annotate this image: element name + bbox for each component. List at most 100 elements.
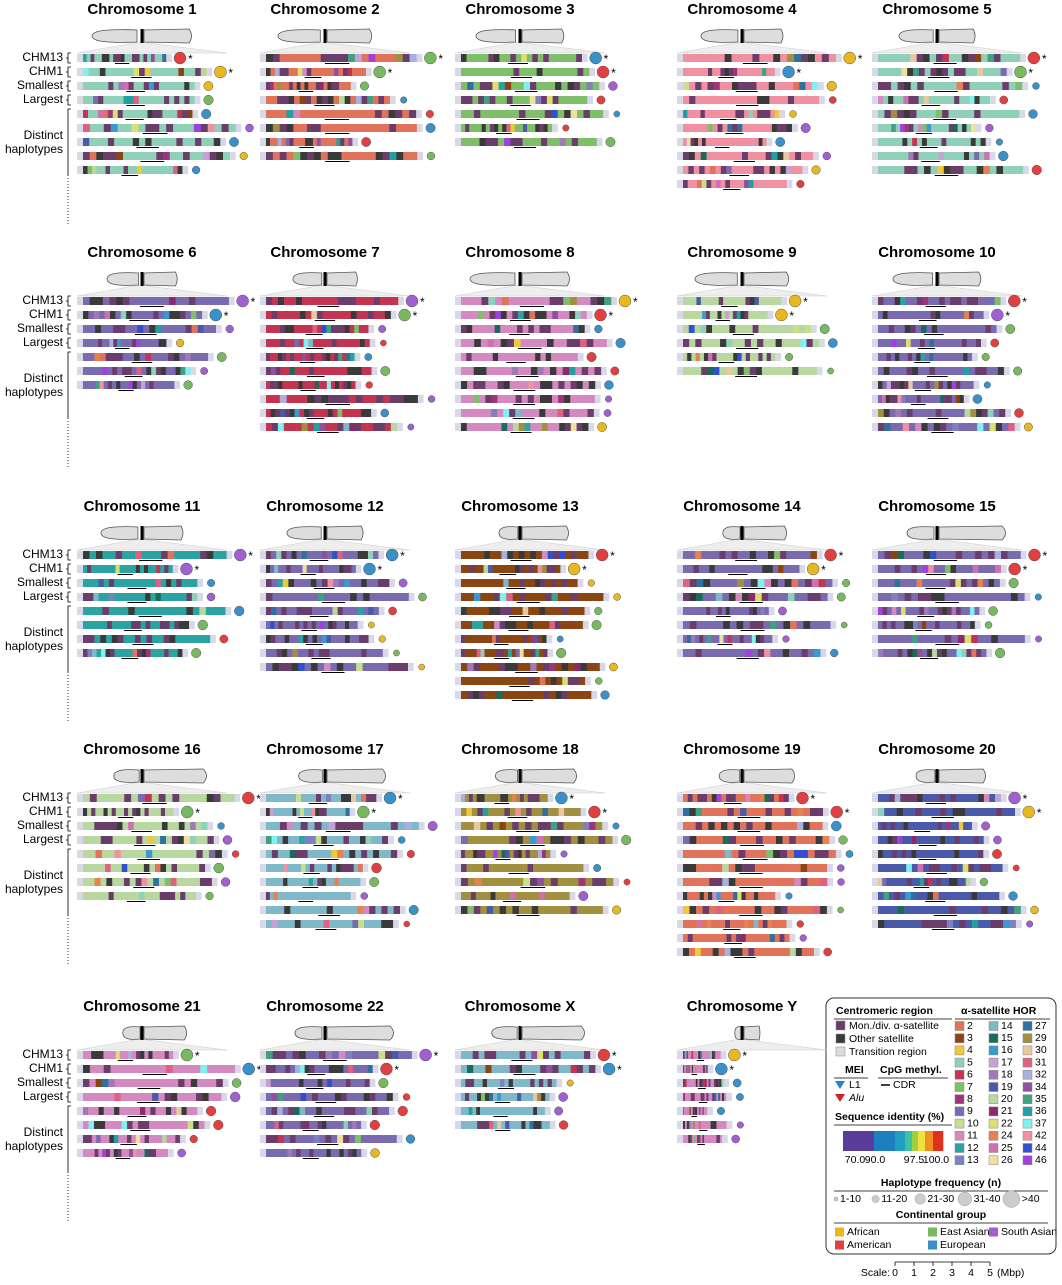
bar-segment bbox=[736, 138, 740, 146]
chromosome-title: Chromosome 17 bbox=[266, 741, 384, 758]
bar-segment bbox=[475, 878, 482, 886]
bar-segment bbox=[883, 152, 888, 160]
bar-segment bbox=[202, 353, 208, 361]
bar-segment bbox=[780, 551, 786, 559]
bar-segment bbox=[938, 593, 945, 601]
bar-segment bbox=[737, 68, 741, 76]
frequency-dot bbox=[1026, 921, 1033, 928]
bar-segment bbox=[347, 381, 351, 389]
haplotype-bar bbox=[260, 821, 437, 831]
frequency-dot bbox=[991, 309, 1003, 321]
bar-segment bbox=[997, 920, 1004, 928]
bar-segment bbox=[479, 138, 485, 146]
bar-segment bbox=[89, 1093, 96, 1101]
bar-segment bbox=[83, 54, 87, 62]
bar-segment bbox=[349, 423, 355, 431]
bar-segment bbox=[702, 794, 707, 802]
bar-segment bbox=[521, 409, 527, 417]
bar-segment bbox=[91, 339, 95, 347]
bar-segment bbox=[911, 579, 917, 587]
bar-segment bbox=[907, 311, 912, 319]
bar-segment bbox=[777, 621, 784, 629]
bar-segment bbox=[355, 850, 361, 858]
bar-segment bbox=[541, 138, 547, 146]
haplotype-bar bbox=[872, 635, 1042, 645]
bar-segment bbox=[774, 864, 781, 872]
bar-segment bbox=[495, 836, 502, 844]
bar-segment bbox=[327, 808, 331, 816]
bar-segment bbox=[571, 381, 577, 389]
bar-segment bbox=[704, 565, 710, 573]
bar-segment bbox=[315, 906, 321, 914]
bar-segment bbox=[884, 864, 890, 872]
bar-segment bbox=[490, 423, 496, 431]
bar-segment bbox=[951, 635, 958, 643]
bar-segment bbox=[132, 54, 136, 62]
bar-segment bbox=[918, 152, 923, 160]
bar-segment bbox=[725, 850, 732, 858]
bar-segment bbox=[294, 311, 300, 319]
bar-segment bbox=[339, 565, 343, 573]
bar-segment bbox=[305, 878, 310, 886]
bar-segment bbox=[502, 691, 508, 699]
bar-segment bbox=[162, 353, 168, 361]
bar-segment bbox=[725, 68, 729, 76]
bar-segment bbox=[799, 325, 805, 333]
frequency-dot bbox=[399, 579, 407, 587]
asterisk: * bbox=[251, 295, 256, 309]
bar-segment bbox=[190, 836, 196, 844]
bar-segment bbox=[303, 649, 309, 657]
bar-segment bbox=[114, 850, 121, 858]
bar-segment bbox=[750, 367, 756, 375]
bar-segment bbox=[189, 96, 194, 104]
bar-segment bbox=[287, 621, 291, 629]
bar-segment bbox=[92, 1135, 97, 1143]
bar-segment bbox=[906, 794, 912, 802]
bar-segment bbox=[502, 878, 509, 886]
bar-segment bbox=[190, 822, 196, 830]
bar-segment bbox=[164, 311, 170, 319]
bar-segment bbox=[209, 850, 216, 858]
bar-segment bbox=[895, 579, 901, 587]
bar-segment bbox=[884, 297, 890, 305]
bar-segment bbox=[878, 54, 885, 62]
bar-segment bbox=[801, 878, 808, 886]
bar-segment bbox=[699, 635, 703, 643]
bar-segment bbox=[465, 794, 469, 802]
asterisk: * bbox=[858, 52, 863, 66]
bar-segment bbox=[911, 297, 917, 305]
bar-segment bbox=[891, 353, 896, 361]
bar-segment bbox=[483, 864, 489, 872]
bar-segment bbox=[317, 635, 322, 643]
bar-segment bbox=[745, 96, 751, 104]
bar-segment bbox=[878, 920, 885, 928]
bar-segment bbox=[968, 864, 974, 872]
bar-segment bbox=[737, 621, 744, 629]
bar-segment bbox=[376, 395, 383, 403]
bar-segment bbox=[961, 892, 967, 900]
bar-segment bbox=[495, 607, 501, 615]
ideogram bbox=[719, 769, 794, 783]
bar-segment bbox=[955, 311, 960, 319]
bar-segment bbox=[780, 367, 786, 375]
centromere bbox=[936, 769, 939, 783]
bar-segment bbox=[132, 339, 136, 347]
bar-segment bbox=[144, 892, 149, 900]
bar-segment bbox=[512, 794, 516, 802]
bar-segment bbox=[505, 621, 511, 629]
bar-segment bbox=[934, 423, 941, 431]
frequency-dot bbox=[579, 891, 588, 900]
bar-segment bbox=[173, 1065, 180, 1073]
bar-segment bbox=[178, 649, 183, 657]
bar-segment bbox=[119, 593, 124, 601]
bar-segment bbox=[338, 808, 342, 816]
bar-segment bbox=[544, 822, 551, 830]
bar-segment bbox=[95, 878, 101, 886]
bar-segment bbox=[493, 110, 500, 118]
haplotype-bar bbox=[260, 649, 400, 659]
bar-segment bbox=[562, 325, 568, 333]
bar-segment bbox=[570, 297, 577, 305]
bar-segment bbox=[146, 649, 151, 657]
bar-segment bbox=[705, 297, 710, 305]
bar-segment bbox=[905, 124, 910, 132]
